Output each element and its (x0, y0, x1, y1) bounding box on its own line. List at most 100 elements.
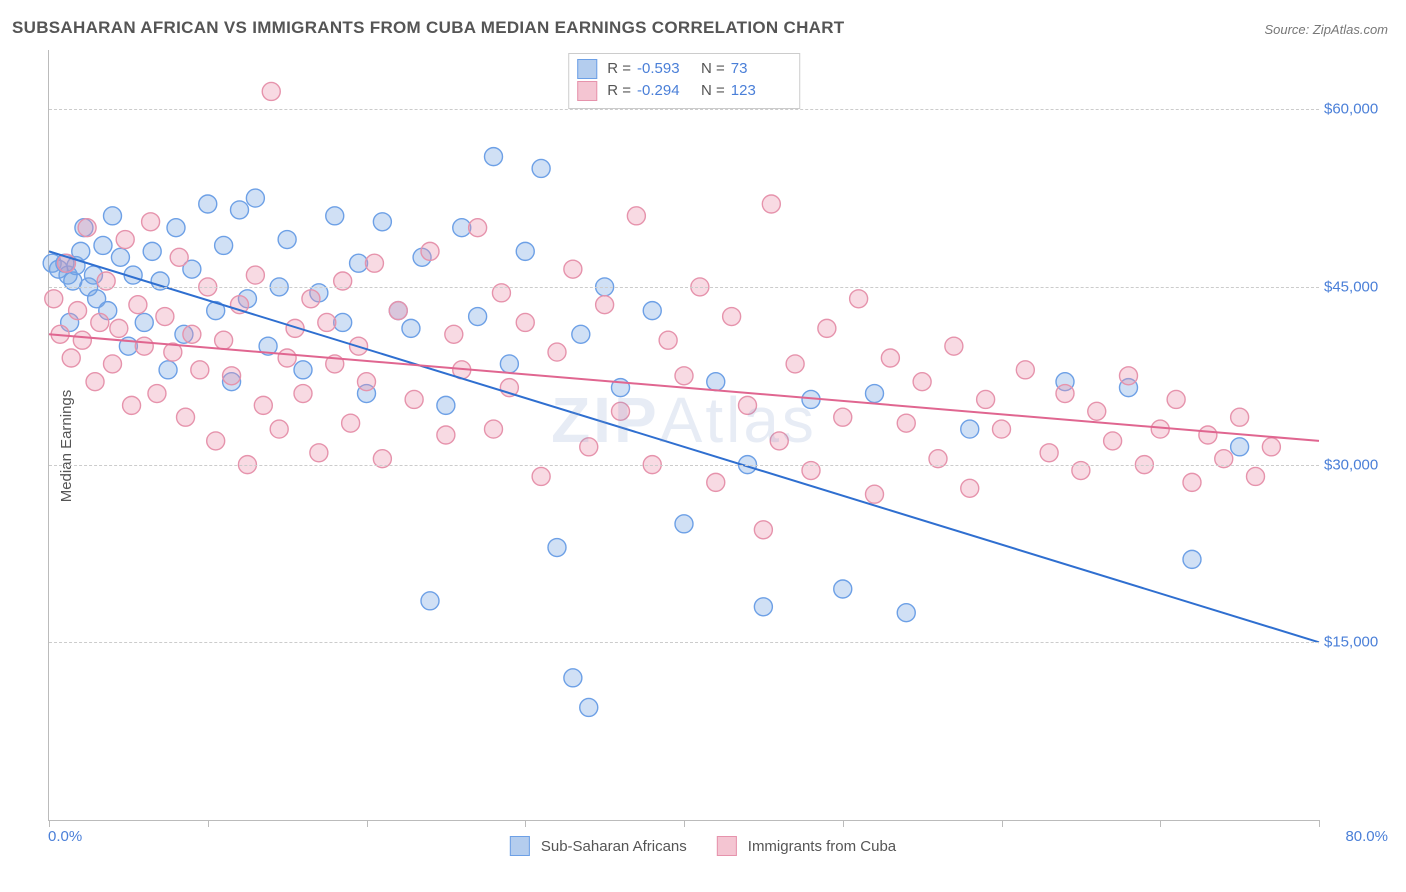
scatter-point-series-1 (485, 420, 503, 438)
bottom-legend: Sub-Saharan Africans Immigrants from Cub… (510, 836, 896, 856)
scatter-point-series-0 (199, 195, 217, 213)
scatter-point-series-1 (123, 396, 141, 414)
scatter-point-series-1 (707, 473, 725, 491)
scatter-point-series-1 (148, 385, 166, 403)
scatter-point-series-1 (739, 396, 757, 414)
scatter-point-series-1 (596, 296, 614, 314)
n-value-1: 123 (731, 80, 789, 102)
scatter-point-series-0 (961, 420, 979, 438)
scatter-point-series-0 (231, 201, 249, 219)
scatter-point-series-0 (421, 592, 439, 610)
scatter-point-series-1 (627, 207, 645, 225)
scatter-point-series-1 (1231, 408, 1249, 426)
scatter-point-series-1 (358, 373, 376, 391)
scatter-point-series-0 (402, 319, 420, 337)
source-attribution: Source: ZipAtlas.com (1264, 22, 1388, 37)
scatter-point-series-1 (365, 254, 383, 272)
scatter-point-series-0 (143, 242, 161, 260)
scatter-point-series-0 (469, 308, 487, 326)
scatter-point-series-1 (945, 337, 963, 355)
scatter-point-series-1 (1056, 385, 1074, 403)
scatter-point-series-0 (104, 207, 122, 225)
scatter-point-series-0 (278, 231, 296, 249)
scatter-point-series-1 (129, 296, 147, 314)
scatter-point-series-0 (500, 355, 518, 373)
scatter-point-series-1 (469, 219, 487, 237)
scatter-point-series-1 (405, 390, 423, 408)
scatter-point-series-0 (373, 213, 391, 231)
scatter-point-series-1 (818, 319, 836, 337)
scatter-point-series-1 (116, 231, 134, 249)
swatch-series-0 (577, 59, 597, 79)
scatter-point-series-1 (445, 325, 463, 343)
scatter-point-series-0 (675, 515, 693, 533)
scatter-point-series-1 (1120, 367, 1138, 385)
scatter-point-series-1 (1262, 438, 1280, 456)
scatter-point-series-1 (45, 290, 63, 308)
scatter-point-series-1 (294, 385, 312, 403)
scatter-point-series-1 (110, 319, 128, 337)
x-tick (684, 820, 685, 827)
scatter-point-series-1 (142, 213, 160, 231)
x-tick (1002, 820, 1003, 827)
scatter-point-series-1 (78, 219, 96, 237)
gridline-h (49, 109, 1319, 110)
scatter-point-series-0 (897, 604, 915, 622)
x-tick (843, 820, 844, 827)
bottom-legend-item-1: Immigrants from Cuba (717, 836, 896, 856)
x-tick (208, 820, 209, 827)
scatter-point-series-1 (86, 373, 104, 391)
y-tick-label: $15,000 (1324, 634, 1389, 651)
scatter-point-series-1 (437, 426, 455, 444)
scatter-point-series-0 (564, 669, 582, 687)
scatter-point-series-1 (156, 308, 174, 326)
scatter-point-series-1 (421, 242, 439, 260)
swatch-series-1 (577, 81, 597, 101)
bottom-legend-item-0: Sub-Saharan Africans (510, 836, 687, 856)
scatter-point-series-1 (389, 302, 407, 320)
n-value-0: 73 (731, 58, 789, 80)
scatter-point-series-1 (532, 467, 550, 485)
scatter-point-series-1 (69, 302, 87, 320)
scatter-point-series-1 (834, 408, 852, 426)
scatter-point-series-0 (532, 159, 550, 177)
scatter-point-series-1 (254, 396, 272, 414)
scatter-point-series-1 (866, 485, 884, 503)
scatter-point-series-0 (572, 325, 590, 343)
scatter-point-series-1 (135, 337, 153, 355)
chart-svg (49, 50, 1319, 820)
scatter-point-series-1 (246, 266, 264, 284)
scatter-point-series-0 (754, 598, 772, 616)
plot-area: ZIPAtlas R = -0.593 N = 73 R = -0.294 N … (48, 50, 1319, 821)
scatter-point-series-1 (262, 82, 280, 100)
scatter-point-series-0 (1183, 550, 1201, 568)
x-tick (367, 820, 368, 827)
scatter-point-series-1 (318, 313, 336, 331)
scatter-point-series-1 (215, 331, 233, 349)
x-tick (49, 820, 50, 827)
x-tick (525, 820, 526, 827)
trend-line-series-0 (49, 251, 1319, 642)
scatter-point-series-1 (754, 521, 772, 539)
scatter-point-series-1 (1183, 473, 1201, 491)
scatter-point-series-1 (1199, 426, 1217, 444)
gridline-h (49, 642, 1319, 643)
scatter-point-series-0 (580, 698, 598, 716)
scatter-point-series-0 (294, 361, 312, 379)
scatter-point-series-0 (1231, 438, 1249, 456)
scatter-point-series-0 (326, 207, 344, 225)
scatter-point-series-1 (580, 438, 598, 456)
scatter-point-series-0 (135, 313, 153, 331)
scatter-point-series-1 (548, 343, 566, 361)
scatter-point-series-0 (516, 242, 534, 260)
gridline-h (49, 465, 1319, 466)
scatter-point-series-1 (170, 248, 188, 266)
scatter-point-series-1 (961, 479, 979, 497)
x-axis-min-label: 0.0% (48, 828, 82, 845)
x-axis-max-label: 80.0% (1345, 828, 1388, 845)
scatter-point-series-0 (246, 189, 264, 207)
x-tick (1319, 820, 1320, 827)
scatter-point-series-1 (183, 325, 201, 343)
scatter-point-series-1 (104, 355, 122, 373)
scatter-point-series-1 (850, 290, 868, 308)
